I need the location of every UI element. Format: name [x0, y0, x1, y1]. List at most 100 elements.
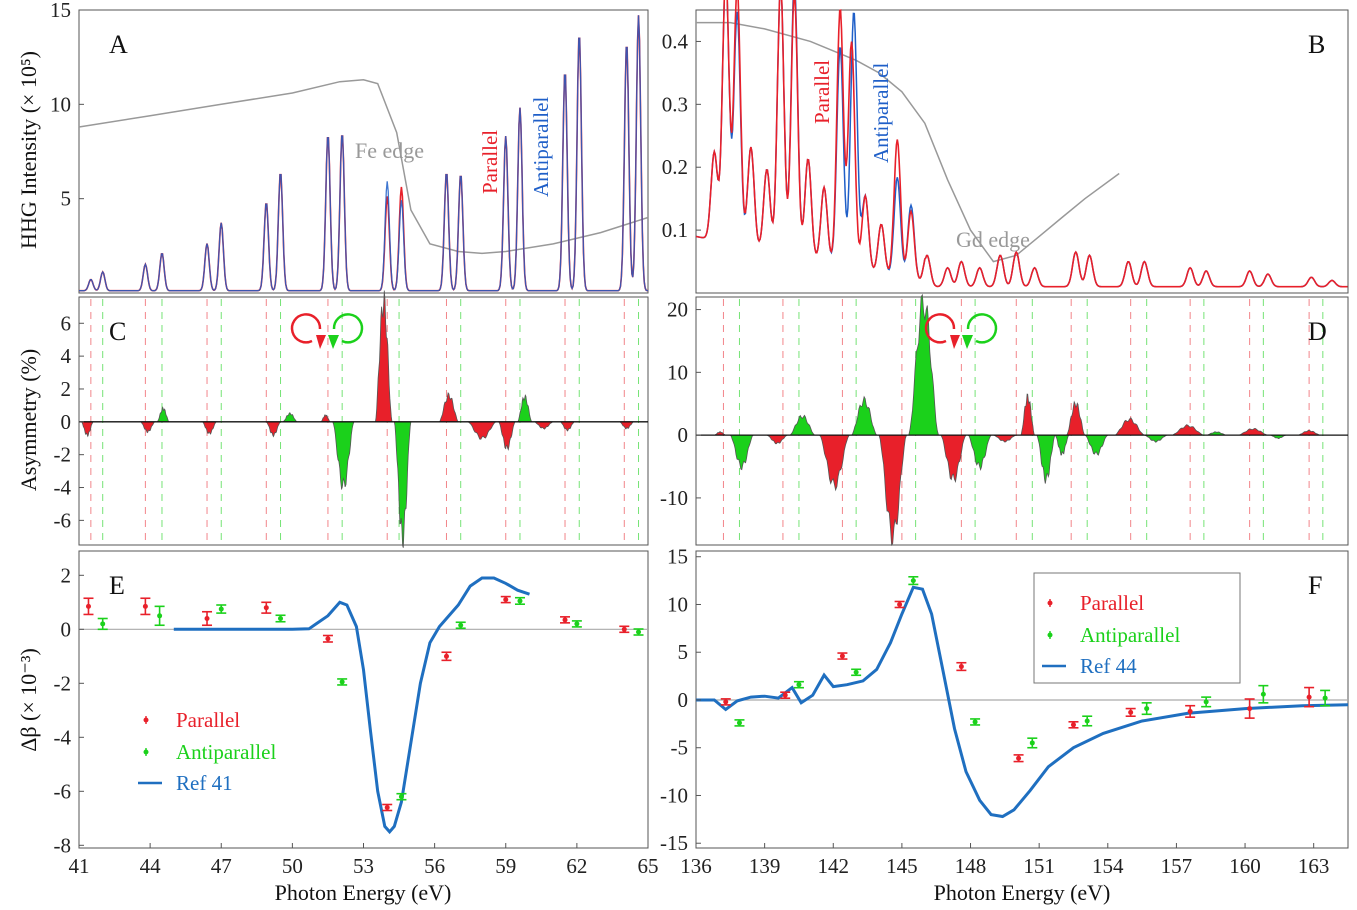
panel-B-ytick-label: 0.3 — [662, 92, 688, 116]
panel-D-asymmetry-lobe — [766, 434, 788, 445]
panel-E-antiparallel-point — [278, 616, 284, 621]
panel-letter-A: A — [109, 30, 128, 59]
panel-E-xtick-label: 62 — [566, 854, 587, 878]
panel-A-antiparallel-label: Antiparallel — [529, 97, 553, 197]
panel-F-legend-ref: Ref 44 — [1080, 654, 1137, 678]
panel-letter-E: E — [109, 571, 125, 600]
panel-C-ytick-label: -4 — [54, 476, 72, 500]
panel-D-asymmetry-lobe — [850, 395, 878, 436]
panel-A-antiparallel-line — [79, 15, 649, 292]
panel-letter-F: F — [1308, 571, 1322, 600]
helicity-arrow-red-icon — [924, 313, 956, 344]
panel-B-parallel-label: Parallel — [810, 60, 834, 124]
panel-D-ytick-label: 0 — [678, 423, 689, 447]
panel-A-ytick-label: 5 — [61, 187, 72, 211]
panel-letter-B: B — [1308, 30, 1325, 59]
panel-D-asymmetry-lobe — [714, 431, 726, 436]
panel-F-parallel-point — [958, 664, 964, 670]
panel-F-antiparallel-point — [972, 719, 978, 725]
panel-B-frame — [695, 9, 1349, 294]
panel-A-ytick-label: 15 — [50, 0, 71, 22]
panel-E-legend-ref: Ref 41 — [176, 771, 233, 795]
panel-F-antiparallel-point — [736, 720, 742, 726]
helicity-arrow-green-icon — [332, 313, 364, 344]
panel-D-asymmetry-lobe — [818, 434, 851, 492]
panel-E-ytick-label: -6 — [54, 779, 72, 803]
panel-E-antiparallel-point — [398, 794, 404, 800]
panel-C-ytick-label: -2 — [54, 443, 72, 467]
panel-D-ytick-label: -10 — [660, 486, 688, 510]
panel-E-ytick-label: 2 — [61, 563, 72, 587]
panel-B-edge-label: Gd edge — [956, 227, 1030, 252]
panel-E-parallel-point — [142, 603, 148, 609]
panel-C-asymmetry-lobe — [516, 394, 533, 423]
panel-E-antiparallel-point — [157, 613, 163, 619]
panel-F-antiparallel-point — [853, 669, 859, 675]
panel-B-ytick-label: 0.4 — [662, 29, 689, 53]
panel-C-asymmetry-lobe — [80, 421, 95, 438]
panel-F-parallel-point — [1128, 709, 1134, 715]
panel-E-xtick-label: 59 — [495, 854, 516, 878]
panel-E-frame — [78, 550, 649, 849]
panel-D-asymmetry-lobe — [908, 293, 940, 436]
panel-D-asymmetry-lobe — [1144, 434, 1168, 443]
panel-F-legend-antiparallel: Antiparallel — [1080, 623, 1180, 647]
panel-E-y-label: Δβ (× 10⁻³) — [16, 648, 41, 752]
panel-C-asymmetry-lobe — [282, 412, 298, 423]
panel-C-asymmetry-lobe — [393, 421, 412, 548]
panel-D-asymmetry-lobe — [1054, 434, 1070, 456]
panel-E-parallel-point — [204, 616, 210, 621]
panel-A-frame — [78, 9, 649, 294]
panel-C-asymmetry-lobe — [156, 406, 171, 423]
panel-D-asymmetry-lobe — [940, 434, 967, 483]
panel-F-xtick-label: 148 — [955, 854, 987, 878]
panel-D-asymmetry-lobe — [1206, 431, 1227, 436]
arrow-head-green-icon — [328, 335, 339, 349]
panel-E-antiparallel-point — [458, 622, 464, 628]
panel-F-parallel-point — [1016, 755, 1022, 761]
panel-letter-D: D — [1308, 317, 1327, 346]
panel-E-parallel-point — [85, 603, 91, 609]
panel-F-xtick-label: 151 — [1023, 854, 1055, 878]
panel-F-xtick-label: 139 — [749, 854, 781, 878]
panel-C-asymmetry-lobe — [200, 421, 218, 435]
panel-A-ytick-label: 10 — [50, 92, 71, 116]
panel-D-asymmetry-lobe — [1297, 429, 1321, 436]
panel-C-asymmetry-lobe — [466, 421, 497, 440]
panel-E-ref-line — [173, 576, 530, 835]
panel-D-asymmetry-lobe — [1020, 393, 1036, 436]
panel-E-xtick-label: 41 — [69, 854, 90, 878]
panel-D-ytick-label: 20 — [667, 298, 688, 322]
panel-E-xtick-label: 50 — [282, 854, 303, 878]
panel-D-asymmetry-lobe — [1114, 417, 1145, 436]
panel-E-parallel-point — [562, 617, 568, 623]
panel-F-parallel-point — [1070, 722, 1076, 728]
panel-C-ytick-label: 4 — [61, 344, 72, 368]
panel-B-antiparallel-label: Antiparallel — [869, 63, 893, 163]
panel-E-xtick-label: 47 — [211, 854, 232, 878]
panel-A-y-label: HHG Intensity (× 10⁵) — [16, 51, 41, 249]
panel-E-parallel-point — [263, 605, 269, 611]
arrow-head-red-icon — [316, 335, 326, 349]
panel-C-ytick-label: 0 — [61, 410, 72, 434]
panel-F-ytick-label: 10 — [667, 592, 688, 616]
panel-D-asymmetry-lobe — [1171, 424, 1204, 436]
panel-D-asymmetry-lobe — [1270, 434, 1287, 440]
panel-C-asymmetry-lobe — [332, 421, 355, 490]
panel-F-ytick-label: 15 — [667, 545, 688, 569]
panel-C-frame — [78, 296, 649, 546]
panel-F-xtick-label: 145 — [886, 854, 918, 878]
panel-A-fe-edge-curve — [78, 79, 649, 255]
panel-E-xtick-label: 44 — [140, 854, 162, 878]
panel-C-asymmetry-lobe — [619, 421, 634, 430]
panel-D-asymmetry-lobe — [1238, 428, 1268, 436]
panel-E-antiparallel-point — [636, 629, 642, 635]
panel-D-asymmetry-lobe — [993, 434, 1017, 443]
panel-B-gd-edge-curve — [696, 21, 1120, 263]
panel-F-ref-line — [696, 585, 1349, 819]
panel-C-asymmetry-lobe — [534, 421, 554, 430]
panel-D-ytick-label: 10 — [667, 360, 688, 384]
panel-F-xtick-label: 157 — [1161, 854, 1193, 878]
panel-F-parallel-point — [1247, 706, 1253, 712]
